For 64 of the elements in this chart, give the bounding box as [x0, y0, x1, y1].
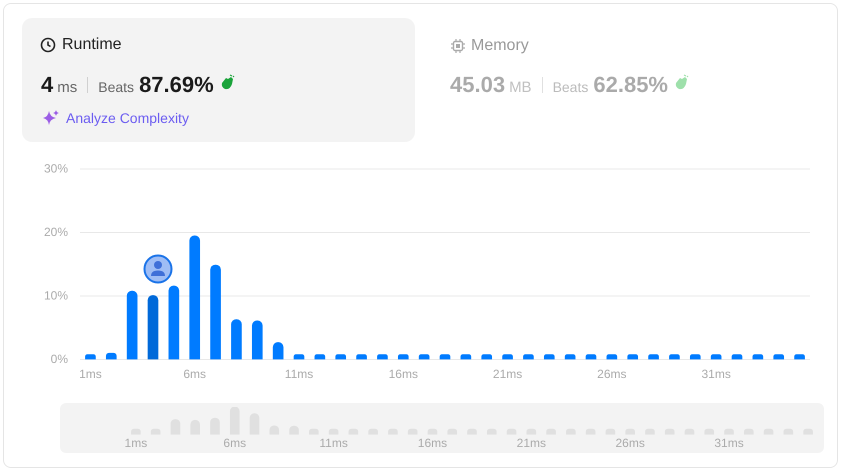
- text: Beats: [98, 79, 134, 95]
- bar: [252, 320, 263, 360]
- bar: [690, 354, 701, 360]
- bar: [606, 354, 618, 360]
- bar: [106, 352, 117, 360]
- bar: [794, 354, 805, 360]
- bar: [481, 354, 492, 360]
- bar: [523, 354, 534, 360]
- text: ms: [57, 79, 78, 96]
- bar: [314, 354, 326, 360]
- text: MB: [509, 79, 532, 96]
- text: Beats: [552, 79, 588, 95]
- y-tick-label: 20%: [44, 224, 68, 239]
- bar: [148, 295, 158, 360]
- y-tick-label: 30%: [44, 162, 68, 176]
- text: 62.85%: [593, 72, 668, 98]
- x-tick-label: 26ms: [597, 367, 627, 382]
- bar: [669, 354, 680, 360]
- bar: [732, 354, 742, 360]
- text: 4: [41, 72, 54, 98]
- x-tick-label: 16ms: [418, 436, 448, 450]
- bar: [189, 236, 200, 360]
- bar: [544, 354, 555, 360]
- bar: [356, 354, 367, 360]
- bar: [648, 354, 659, 360]
- bar: [168, 286, 180, 360]
- x-tick-label: 1ms: [124, 436, 148, 450]
- x-tick-label: 21ms: [492, 367, 522, 382]
- x-tick-label: 6ms: [223, 436, 246, 450]
- x-tick-label: 11ms: [284, 367, 314, 382]
- x-tick-label: 6ms: [183, 367, 206, 382]
- x-tick-label: 26ms: [616, 436, 645, 450]
- bar: [627, 354, 638, 360]
- x-tick-label: 1ms: [79, 367, 102, 382]
- x-tick-label: 31ms: [714, 436, 744, 450]
- bar: [418, 354, 430, 360]
- bar: [502, 354, 513, 360]
- bar: [773, 354, 784, 360]
- bar: [564, 354, 576, 360]
- bar: [377, 354, 388, 360]
- bar: [294, 354, 304, 360]
- bar: [231, 319, 242, 360]
- bar: [126, 290, 138, 360]
- bar: [752, 354, 764, 360]
- bar: [210, 264, 221, 360]
- bar: [586, 354, 596, 360]
- bar: [460, 354, 472, 360]
- bar: [398, 354, 409, 360]
- text: 87.69%: [139, 72, 214, 98]
- text: Runtime: [62, 36, 122, 54]
- text: Memory: [471, 37, 529, 55]
- bar: [85, 354, 96, 360]
- x-tick-label: 11ms: [319, 436, 348, 450]
- bar: [710, 354, 722, 360]
- y-tick-label: 0%: [50, 352, 68, 366]
- text: Analyze Complexity: [66, 110, 189, 126]
- x-tick-label: 31ms: [701, 367, 731, 382]
- x-tick-label: 16ms: [388, 367, 418, 382]
- y-tick-label: 10%: [44, 288, 68, 302]
- bar: [335, 354, 346, 360]
- text: 45.03: [450, 72, 506, 98]
- bar: [440, 354, 450, 360]
- x-tick-label: 21ms: [516, 436, 546, 450]
- bar: [272, 342, 284, 360]
